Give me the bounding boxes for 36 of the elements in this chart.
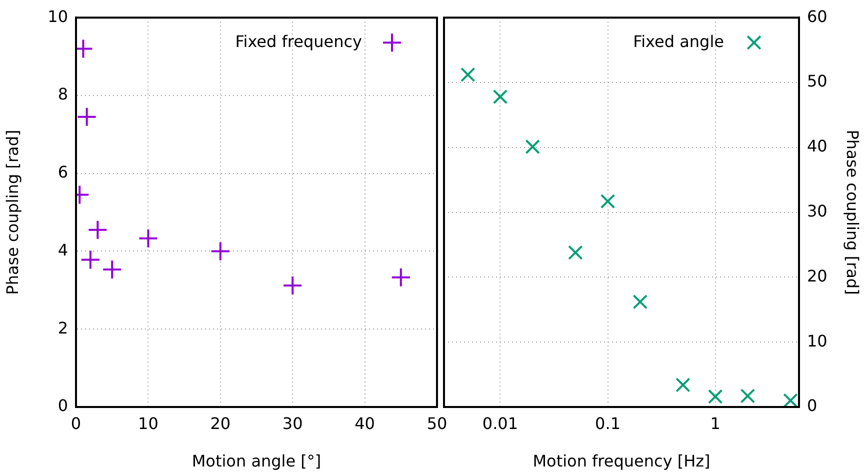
point [102,260,122,280]
x-tick-label: 40 [354,414,375,433]
x-tick-label: 30 [282,414,303,433]
x-tick-label: 0.01 [482,414,518,433]
point [80,250,100,270]
x-tick-label: 20 [210,414,231,433]
y-tick-label: 4 [58,240,68,260]
x-tick-label: 10 [138,414,158,433]
y2-tick-label: 50 [807,72,828,91]
y-tick-label: 6 [58,162,68,182]
y-tick-label: 8 [58,84,68,104]
y2-tick-label: 40 [807,136,828,156]
point [390,267,411,288]
legend-label: Fixed frequency [235,32,362,51]
y2-tick-label: 60 [807,6,828,26]
x-axis-title: Motion angle [°] [192,452,322,471]
x-tick-label: 0 [70,414,82,433]
point [138,228,158,248]
y2-tick-label: 30 [807,201,828,220]
point [210,241,230,262]
y-tick-label: 10 [48,6,68,26]
x-tick-label: 0.1 [595,414,620,433]
y-axis-title: Phase coupling [rad] [2,130,22,295]
y-tick-label: 2 [58,318,68,338]
y2-tick-label: 10 [807,331,828,350]
x-tick-label: 50 [426,414,448,433]
legend-label: Fixed angle [633,32,724,51]
point [282,276,303,296]
x-tick-label: 1 [710,414,720,433]
x-axis-title: Motion frequency [Hz] [532,452,710,471]
point [88,220,108,240]
point [76,106,97,127]
y2-axis-title: Phase coupling [rad] [843,130,862,295]
y2-tick-label: 0 [807,396,818,416]
y2-tick-label: 20 [807,266,828,286]
y-tick-label: 0 [58,396,68,416]
